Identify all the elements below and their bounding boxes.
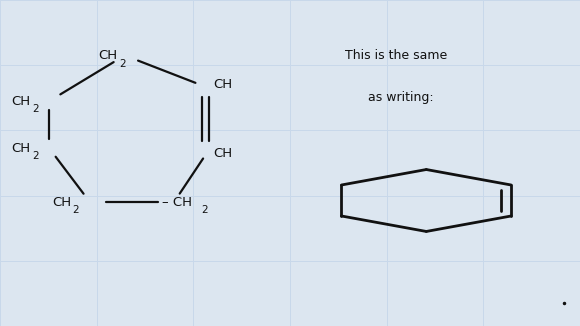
- Text: CH: CH: [12, 95, 31, 108]
- Text: 2: 2: [72, 205, 79, 215]
- Text: CH: CH: [213, 147, 233, 160]
- Text: 2: 2: [32, 104, 38, 114]
- Text: 2: 2: [201, 205, 208, 215]
- Text: as writing:: as writing:: [368, 91, 434, 104]
- Text: 2: 2: [119, 59, 125, 68]
- Text: CH: CH: [52, 196, 71, 209]
- Text: This is the same: This is the same: [345, 49, 447, 62]
- Text: – CH: – CH: [162, 196, 193, 209]
- Text: CH: CH: [99, 49, 118, 62]
- Text: CH: CH: [12, 142, 31, 155]
- Text: CH: CH: [213, 78, 233, 91]
- Text: 2: 2: [32, 152, 38, 161]
